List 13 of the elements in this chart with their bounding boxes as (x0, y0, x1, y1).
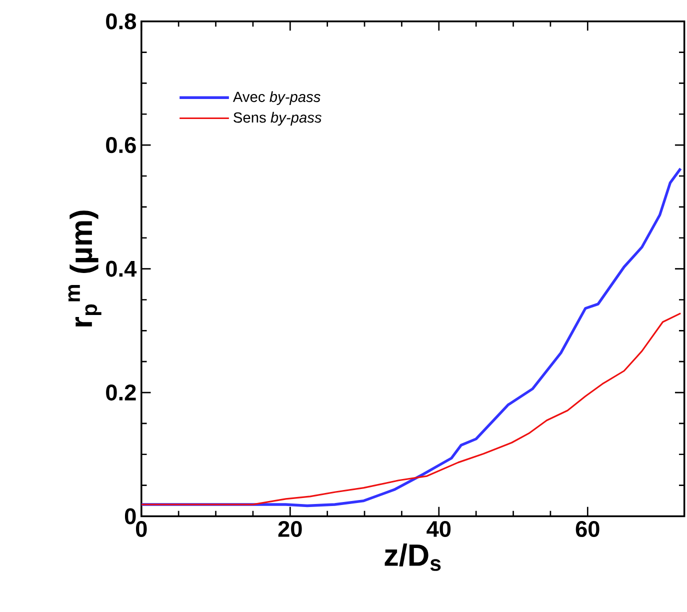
y-tick-label: 0.6 (106, 136, 136, 153)
legend-label: Sens by-pass (234, 112, 322, 126)
x-axis-title: z/D$_{s}$ (384, 543, 441, 571)
y-tick-label: 0.2 (106, 384, 136, 400)
y-tick-label: 0.8 (106, 13, 136, 30)
y-axis-title: r$_{p}$$^{m}$ (µm) (68, 210, 102, 326)
x-tick-label: 60 (576, 520, 600, 537)
legend-label: Avec by-pass (232, 91, 320, 105)
y-tick-label: 0.4 (106, 260, 137, 277)
x-tick-label: 40 (426, 520, 451, 537)
y-tick-label: 0 (124, 508, 136, 524)
x-tick-label: 20 (278, 520, 302, 537)
x-tick-label: 0 (136, 520, 147, 537)
